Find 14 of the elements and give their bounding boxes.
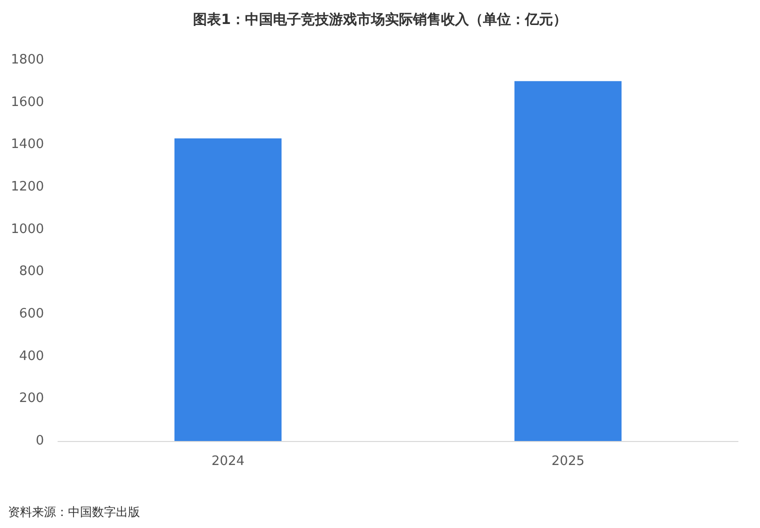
y-tick-label: 1800 — [10, 52, 44, 68]
text: 资料来源：中国数字出版 — [8, 505, 140, 519]
y-tick-label: 1600 — [10, 94, 44, 110]
y-tick-label: 800 — [19, 264, 44, 280]
x-tick-label: 2025 — [551, 454, 585, 469]
y-tick-label: 1200 — [10, 180, 44, 194]
y-tick-label: 0 — [36, 434, 44, 448]
y-tick-label: 400 — [19, 348, 44, 364]
y-tick-label: 600 — [19, 306, 44, 322]
y-tick-label: 200 — [19, 391, 44, 406]
x-tick-label: 2024 — [211, 454, 245, 469]
y-tick-label: 1400 — [10, 137, 44, 152]
chart-title: 图表1：中国电子竞技游戏市场实际销售收入（单位：亿元） — [193, 11, 567, 28]
y-tick-label: 1000 — [10, 222, 44, 237]
